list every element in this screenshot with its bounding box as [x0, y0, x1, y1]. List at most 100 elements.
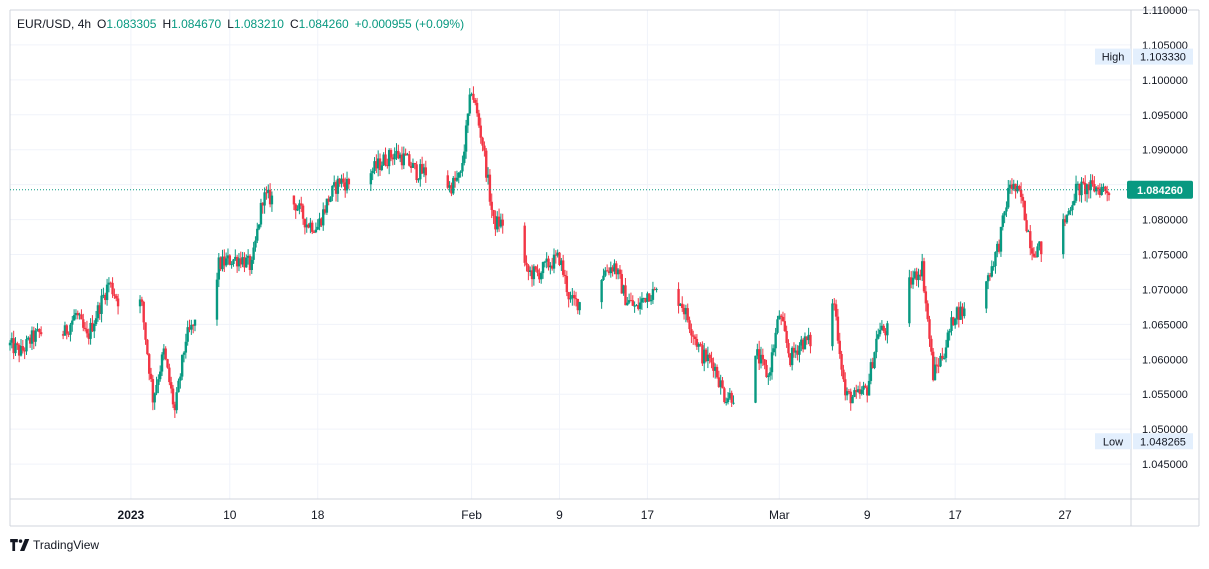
candle-body[interactable]	[492, 209, 495, 216]
candle-body[interactable]	[1102, 186, 1105, 188]
candle-body[interactable]	[942, 357, 946, 359]
candle-body[interactable]	[988, 275, 992, 277]
candle-body[interactable]	[838, 340, 841, 355]
candle-body[interactable]	[292, 195, 296, 205]
candle-body[interactable]	[624, 285, 627, 306]
candle-body[interactable]	[309, 222, 312, 228]
candle-body[interactable]	[842, 369, 845, 380]
candle-body[interactable]	[104, 294, 107, 301]
candle-body[interactable]	[375, 161, 378, 169]
candle-body[interactable]	[963, 308, 966, 317]
candle-body[interactable]	[1093, 184, 1096, 192]
candle-body[interactable]	[107, 282, 111, 285]
candle-body[interactable]	[618, 269, 622, 275]
candle-body[interactable]	[1107, 193, 1111, 196]
candle-body[interactable]	[615, 263, 618, 275]
candle-body[interactable]	[417, 179, 420, 181]
candle-body[interactable]	[21, 346, 25, 351]
candle-body[interactable]	[616, 269, 620, 275]
candle-body[interactable]	[631, 300, 634, 306]
candle-body[interactable]	[19, 346, 23, 356]
candle-body[interactable]	[648, 293, 651, 302]
candle-body[interactable]	[626, 302, 629, 306]
candle-body[interactable]	[232, 259, 235, 265]
candle-body[interactable]	[389, 150, 393, 158]
candle-body[interactable]	[23, 350, 26, 352]
candle-body[interactable]	[80, 314, 83, 320]
candle-body[interactable]	[65, 325, 68, 334]
candle-body[interactable]	[413, 163, 417, 165]
candle-body[interactable]	[424, 167, 427, 176]
candle-body[interactable]	[768, 372, 772, 376]
candle-body[interactable]	[1012, 183, 1015, 189]
candle-body[interactable]	[633, 305, 636, 307]
candle-body[interactable]	[726, 398, 730, 403]
candle-body[interactable]	[63, 325, 67, 336]
candle-body[interactable]	[472, 93, 475, 100]
candle-body[interactable]	[155, 384, 158, 394]
candle-body[interactable]	[602, 275, 605, 280]
candle-body[interactable]	[378, 158, 382, 170]
candle-body[interactable]	[333, 182, 336, 186]
candle-body[interactable]	[1040, 241, 1043, 255]
candle-body[interactable]	[219, 257, 222, 270]
candle-body[interactable]	[1038, 241, 1041, 247]
candle-body[interactable]	[224, 258, 228, 266]
candle-body[interactable]	[85, 329, 89, 334]
candle-body[interactable]	[100, 295, 103, 314]
candle-body[interactable]	[939, 355, 942, 367]
candle-body[interactable]	[39, 332, 43, 335]
candle-body[interactable]	[996, 243, 999, 252]
candle-body[interactable]	[908, 277, 911, 324]
candle-body[interactable]	[248, 255, 252, 271]
candle-body[interactable]	[263, 192, 266, 206]
candle-body[interactable]	[402, 153, 406, 166]
candle-body[interactable]	[173, 404, 177, 411]
candle-body[interactable]	[635, 305, 638, 307]
candle-body[interactable]	[158, 371, 162, 380]
candle-body[interactable]	[32, 330, 36, 342]
candle-body[interactable]	[345, 178, 349, 191]
candle-body[interactable]	[774, 332, 777, 349]
candle-body[interactable]	[1036, 246, 1039, 258]
candle-body[interactable]	[523, 225, 526, 263]
candle-body[interactable]	[1096, 187, 1100, 189]
candle-body[interactable]	[318, 218, 321, 227]
candle-body[interactable]	[226, 255, 230, 259]
candle-body[interactable]	[695, 338, 699, 347]
candle-body[interactable]	[1025, 220, 1028, 232]
candle-body[interactable]	[459, 171, 462, 173]
candle-body[interactable]	[14, 343, 17, 354]
candle-body[interactable]	[1032, 253, 1036, 257]
candle-body[interactable]	[763, 359, 766, 365]
candle-body[interactable]	[87, 333, 90, 339]
legend-interval[interactable]: 4h	[77, 17, 92, 31]
candle-body[interactable]	[186, 327, 189, 342]
candle-body[interactable]	[607, 271, 611, 274]
candle-body[interactable]	[267, 189, 270, 193]
candle-body[interactable]	[789, 353, 792, 366]
candle-body[interactable]	[398, 154, 402, 159]
candle-body[interactable]	[684, 308, 688, 315]
candle-body[interactable]	[69, 324, 72, 335]
candle-body[interactable]	[184, 341, 188, 353]
candle-body[interactable]	[10, 338, 14, 343]
candle-body[interactable]	[422, 167, 426, 174]
candle-body[interactable]	[25, 339, 28, 352]
candle-body[interactable]	[567, 292, 570, 300]
candle-body[interactable]	[406, 154, 409, 156]
candle-body[interactable]	[162, 348, 166, 355]
candle-body[interactable]	[336, 178, 340, 194]
candle-body[interactable]	[1001, 215, 1004, 227]
candle-body[interactable]	[724, 402, 728, 404]
candle-body[interactable]	[475, 102, 479, 114]
candle-body[interactable]	[873, 352, 876, 368]
candle-body[interactable]	[397, 150, 400, 159]
candle-body[interactable]	[985, 281, 988, 309]
legend-symbol[interactable]: EUR/USD	[17, 17, 72, 31]
candle-body[interactable]	[1027, 231, 1030, 233]
candle-body[interactable]	[82, 319, 85, 328]
candle-body[interactable]	[259, 202, 263, 225]
candle-body[interactable]	[767, 375, 770, 378]
candle-body[interactable]	[871, 362, 874, 368]
